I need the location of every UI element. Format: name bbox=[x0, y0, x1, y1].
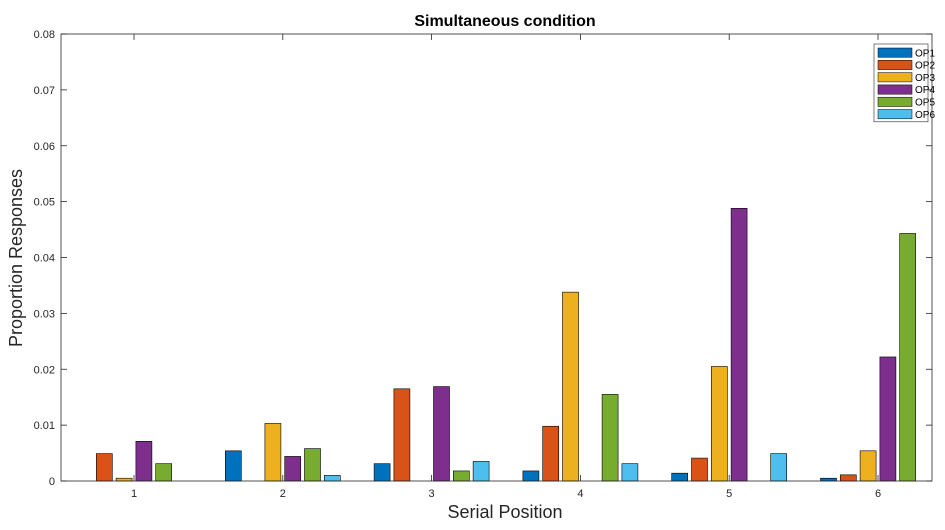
bar-op6-pos-2 bbox=[323, 475, 341, 482]
legend-swatch-op1 bbox=[877, 47, 913, 58]
bar-op3-pos-1 bbox=[115, 477, 133, 482]
bar-op1-pos-5 bbox=[671, 472, 689, 482]
x-tick-label: 1 bbox=[131, 488, 137, 500]
y-tick-label: 0.08 bbox=[34, 29, 55, 41]
legend-swatch-op4 bbox=[877, 84, 913, 95]
plot-area bbox=[61, 34, 932, 481]
x-tick-label: 5 bbox=[726, 488, 732, 500]
bar-op3-pos-6 bbox=[859, 450, 877, 482]
legend-label-op6: OP6 bbox=[915, 110, 935, 121]
legend-swatch-op2 bbox=[877, 60, 913, 70]
bar-op2-pos-3 bbox=[393, 388, 411, 482]
x-tick-label: 3 bbox=[429, 488, 435, 500]
bar-op4-pos-6 bbox=[879, 356, 897, 482]
x-tick-label: 6 bbox=[875, 488, 881, 500]
legend-label-op2: OP2 bbox=[915, 61, 935, 72]
y-axis-label: Proportion Responses bbox=[6, 169, 26, 347]
bar-op2-pos-1 bbox=[96, 453, 113, 482]
bar-op1-pos-2 bbox=[225, 450, 242, 482]
bar-op5-pos-4 bbox=[601, 394, 619, 482]
bar-op6-pos-3 bbox=[472, 461, 490, 482]
legend-swatch-op6 bbox=[877, 109, 913, 120]
legend-label-op1: OP1 bbox=[915, 48, 935, 59]
axes-group: 0 0.01 0.02 0.03 0.04 0.05 0.06 0.07 0.08 1 2 3 4 5 6 bbox=[34, 29, 933, 500]
bar-op3-pos-5 bbox=[710, 366, 728, 482]
chart-title: Simultaneous condition bbox=[414, 13, 595, 30]
bar-op4-pos-2 bbox=[284, 456, 302, 482]
y-tick-label: 0.02 bbox=[34, 364, 55, 376]
y-tick-label: 0.01 bbox=[34, 420, 55, 432]
x-tick-label: 2 bbox=[280, 488, 286, 500]
bar-op3-pos-2 bbox=[264, 423, 282, 482]
x-axis-label: Serial Position bbox=[447, 502, 562, 522]
x-tick-label: 4 bbox=[577, 488, 583, 500]
bar-op2-pos-6 bbox=[839, 474, 857, 482]
y-tick-label: 0.06 bbox=[34, 141, 55, 153]
bar-op1-pos-3 bbox=[373, 463, 391, 482]
y-tick-label: 0.05 bbox=[34, 197, 55, 209]
legend-label-op4: OP4 bbox=[915, 85, 935, 96]
bar-op3-pos-4 bbox=[562, 291, 579, 482]
bar-op5-pos-1 bbox=[155, 463, 172, 482]
bar-op5-pos-6 bbox=[899, 233, 917, 482]
legend-label-op3: OP3 bbox=[915, 73, 935, 84]
legend-label-op5: OP5 bbox=[915, 98, 935, 109]
bar-op2-pos-5 bbox=[691, 457, 708, 482]
y-tick-label: 0.04 bbox=[34, 253, 55, 265]
legend-swatch-op3 bbox=[877, 72, 913, 83]
bar-op6-pos-5 bbox=[770, 453, 788, 482]
plot-background bbox=[61, 34, 932, 481]
bar-op4-pos-5 bbox=[730, 208, 748, 482]
bar-op2-pos-4 bbox=[542, 425, 560, 482]
bar-op5-pos-3 bbox=[452, 470, 470, 482]
y-tick-label: 0 bbox=[49, 476, 55, 488]
bar-op5-pos-2 bbox=[304, 448, 321, 482]
bar-op1-pos-6 bbox=[820, 477, 837, 482]
y-tick-label: 0.03 bbox=[34, 308, 55, 320]
bar-op4-pos-1 bbox=[135, 441, 153, 482]
y-tick-label: 0.07 bbox=[34, 85, 55, 97]
bar-op6-pos-4 bbox=[621, 463, 639, 482]
bar-op4-pos-3 bbox=[433, 386, 450, 482]
bar-op1-pos-4 bbox=[522, 470, 540, 482]
legend-swatch-op5 bbox=[877, 96, 913, 107]
